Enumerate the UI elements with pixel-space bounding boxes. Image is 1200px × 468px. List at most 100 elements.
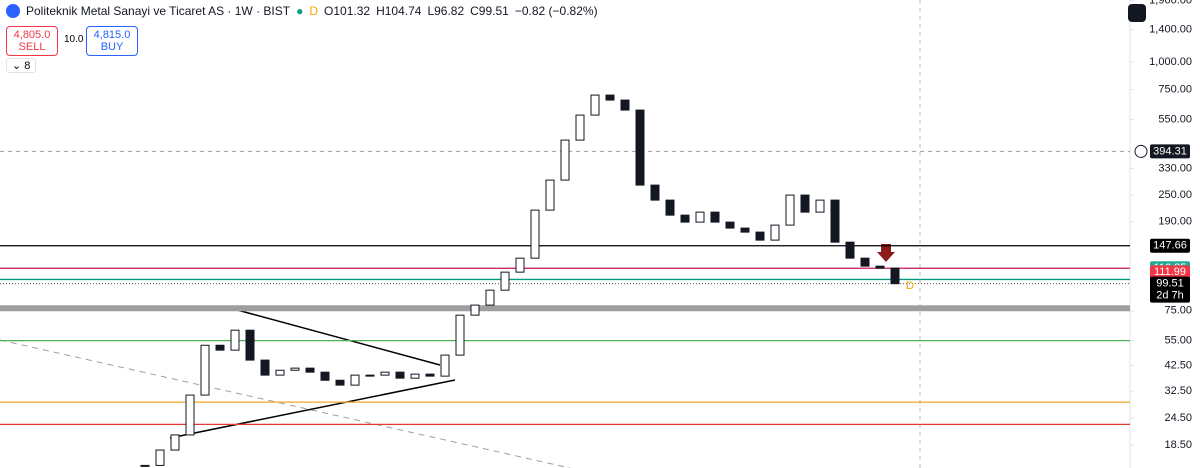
candle [365, 374, 375, 377]
price-label: 1,900.00 [1149, 0, 1192, 6]
header: Politeknik Metal Sanayi ve Ticaret AS · … [6, 4, 598, 18]
sell-button[interactable]: 4,805.0 SELL [6, 26, 58, 56]
candle [890, 267, 900, 285]
spread: 10.0 [64, 34, 84, 45]
price-tag-label: 147.66 [1153, 240, 1187, 252]
candle [470, 304, 480, 316]
candle [395, 371, 405, 379]
candle [845, 241, 855, 259]
price-tag-label: 111.99 [1154, 266, 1186, 278]
candle [815, 199, 825, 213]
price-label: 550.00 [1158, 113, 1192, 125]
price-label: 42.50 [1164, 359, 1192, 371]
price-tag-label: 99.51 [1156, 278, 1184, 290]
buy-button[interactable]: 4,815.0 BUY [86, 26, 138, 56]
candle [650, 184, 660, 201]
candle [320, 371, 330, 381]
screenshot-button[interactable] [1128, 4, 1146, 22]
trend-line [0, 339, 571, 468]
sell-label: SELL [18, 41, 46, 53]
candle [665, 199, 675, 216]
candle [740, 227, 750, 233]
price-tag [1150, 276, 1190, 303]
add-alert [1134, 144, 1148, 158]
candle [350, 374, 360, 386]
candle [290, 367, 300, 371]
candle [785, 194, 795, 226]
ohlc-high: H104.74 [376, 4, 422, 18]
candle [875, 265, 885, 269]
candle [260, 359, 270, 376]
price-label: 1,400.00 [1149, 24, 1192, 36]
candle [590, 94, 600, 116]
candle [380, 371, 390, 376]
candle [500, 271, 510, 291]
candle [710, 211, 720, 223]
price-label: 190.00 [1158, 215, 1192, 227]
price-tag [1150, 144, 1190, 159]
flag: D [309, 4, 319, 18]
candle [275, 369, 285, 376]
candle [245, 329, 255, 361]
triangle-line [229, 307, 441, 366]
price-label: 75.00 [1164, 305, 1192, 317]
triangle-line [169, 379, 456, 439]
buy-label: BUY [100, 41, 124, 53]
buy-price: 4,815.0 [93, 29, 131, 41]
candle [560, 139, 570, 181]
candle [185, 394, 195, 436]
candle [755, 231, 765, 241]
candle [725, 221, 735, 229]
ohlc-close: C99.51 [470, 4, 509, 18]
candle [830, 199, 840, 243]
status-dot: ● [296, 4, 304, 18]
candle [155, 449, 165, 466]
candle [170, 434, 180, 451]
change: −0.82 (−0.82%) [514, 4, 598, 18]
candle [335, 379, 345, 386]
candle [215, 344, 225, 351]
countdown: 2d 7h [1156, 290, 1184, 302]
candle [635, 109, 645, 186]
candle [410, 373, 420, 379]
candle [200, 344, 210, 396]
price-label: 24.50 [1164, 412, 1192, 424]
candle [230, 329, 240, 351]
candle [305, 367, 315, 373]
candle [575, 114, 585, 141]
ohlc-open: O101.32 [324, 4, 371, 18]
price-tag [1150, 265, 1190, 280]
candle [440, 354, 450, 377]
candle [680, 214, 690, 223]
candle [620, 99, 630, 111]
price-label: 1,000.00 [1149, 56, 1192, 68]
marker: D [906, 280, 914, 292]
price-tag [1150, 238, 1190, 253]
candle [530, 209, 540, 259]
candle [605, 94, 615, 101]
price-label: 330.00 [1158, 162, 1192, 174]
indicator-count: 8 [24, 60, 31, 72]
candle [425, 373, 435, 377]
price-label: 18.50 [1164, 439, 1192, 451]
indicators-toggle[interactable]: ⌄ 8 [6, 58, 37, 73]
candle [515, 257, 525, 273]
candle [695, 211, 705, 223]
sell-price: 4,805.0 [13, 29, 51, 41]
price-tag-label: 394.31 [1153, 145, 1187, 157]
candle [545, 179, 555, 211]
candle [140, 464, 150, 467]
candle [485, 289, 495, 306]
ohlc-low: L96.82 [427, 4, 465, 18]
candle [800, 194, 810, 213]
candle [860, 257, 870, 267]
symbol[interactable]: Politeknik Metal Sanayi ve Ticaret AS · … [26, 4, 291, 18]
candle [770, 224, 780, 241]
sell-arrow [877, 244, 895, 262]
price-label: 250.00 [1158, 189, 1192, 201]
logo [6, 4, 20, 18]
price-label: 55.00 [1164, 335, 1192, 347]
price-label: 750.00 [1158, 84, 1192, 96]
